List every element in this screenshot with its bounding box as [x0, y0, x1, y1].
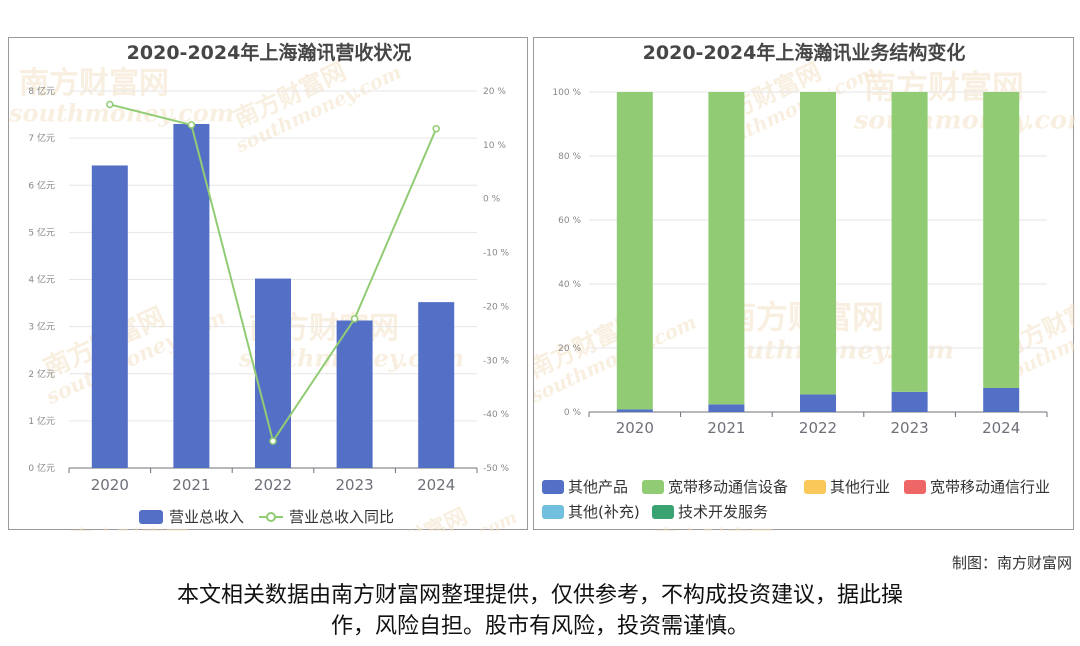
- disclaimer-line-2: 作，风险自担。股市有风险，投资需谨慎。: [330, 614, 749, 639]
- yoy-growth-point: [106, 100, 114, 109]
- y-axis-tick-label: 20 %: [558, 344, 581, 354]
- left-axis-tick-label: 4 亿元: [28, 274, 55, 286]
- y-axis-tick-label: 60 %: [558, 216, 581, 226]
- stacked-bar-segment: [800, 394, 836, 412]
- right-axis-tick-label: -10 %: [483, 249, 510, 259]
- stacked-bar-segment: [616, 409, 653, 412]
- legend-swatch: [542, 505, 564, 519]
- right-axis-tick-label: -20 %: [483, 302, 510, 312]
- x-axis-tick-label: 2020: [91, 476, 129, 494]
- y-axis-tick-label: 100 %: [552, 88, 581, 98]
- left-axis-tick-label: 0 亿元: [28, 462, 55, 474]
- watermark-logo: southmoney.com: [9, 99, 234, 128]
- revenue-bar: [255, 278, 291, 468]
- legend-label: 宽带移动通信设备: [668, 478, 788, 496]
- revenue-bar: [336, 320, 373, 468]
- x-axis-tick-label: 2020: [616, 419, 654, 437]
- legend-swatch: [804, 480, 826, 494]
- legend-label-yoy: 营业总收入同比: [289, 508, 394, 526]
- legend-label: 其他(补充): [568, 503, 640, 521]
- legend-swatch: [542, 480, 564, 494]
- disclaimer-line-1: 本文相关数据由南方财富网整理提供，仅供参考，不构成投资建议，据此操: [176, 583, 903, 608]
- business-structure-chart-panel: 南方财富网 southmoney.com 南方财富网 southmoney.com 南方…: [533, 37, 1075, 531]
- right-axis-tick-label: -30 %: [483, 356, 510, 366]
- chart-title: 2020-2024年上海瀚讯营收状况: [127, 41, 412, 64]
- x-axis-tick-label: 2023: [336, 476, 374, 494]
- left-axis-tick-label: 1 亿元: [28, 415, 55, 427]
- x-axis-tick-label: 2021: [707, 419, 745, 437]
- chart-credit: 制图：南方财富网: [951, 554, 1072, 572]
- stacked-bar-segment: [708, 404, 745, 412]
- disclaimer: 本文相关数据由南方财富网整理提供，仅供参考，不构成投资建议，据此操 作，风险自担…: [0, 580, 1080, 642]
- stacked-bar-segment: [983, 92, 1020, 388]
- legend-swatch: [642, 480, 664, 494]
- left-axis-tick-label: 5 亿元: [28, 226, 55, 238]
- watermark-logo: 南方财富网: [654, 525, 774, 531]
- legend-label: 其他产品: [568, 478, 628, 496]
- y-axis-tick-label: 40 %: [558, 280, 581, 290]
- business-structure-chart: 南方财富网southmoney.com南方财富网southmoney.com南方…: [534, 41, 1075, 531]
- legend-swatch: [652, 505, 674, 519]
- stacked-bar-segment: [616, 92, 653, 410]
- right-axis-tick-label: 0 %: [483, 195, 501, 205]
- x-axis-tick-label: 2022: [799, 419, 837, 437]
- x-axis-tick-label: 2023: [891, 419, 929, 437]
- y-axis-tick-label: 0 %: [564, 408, 582, 418]
- yoy-growth-point: [350, 315, 359, 323]
- chart-title: 2020-2024年上海瀚讯业务结构变化: [643, 41, 966, 64]
- stacked-bar-segment: [891, 391, 928, 412]
- x-axis-tick-label: 2024: [417, 476, 455, 494]
- x-axis-tick-label: 2024: [982, 419, 1020, 437]
- x-axis-tick-label: 2021: [172, 476, 210, 494]
- left-axis-tick-label: 2 亿元: [28, 368, 55, 380]
- revenue-bar: [91, 165, 128, 468]
- left-axis-tick-label: 3 亿元: [28, 321, 55, 333]
- revenue-chart-panel: 南方财富网southmoney.com南方财富网southmoney.com南方…: [8, 37, 528, 531]
- stacked-bar-segment: [708, 92, 745, 405]
- watermark-logo: 南方财富网: [69, 525, 189, 531]
- right-axis-tick-label: 10 %: [483, 141, 506, 151]
- stacked-bar-segment: [800, 92, 836, 395]
- revenue-bar: [418, 302, 455, 468]
- right-axis-tick-label: 20 %: [483, 87, 506, 97]
- legend-label-revenue: 营业总收入: [169, 508, 244, 526]
- legend-swatch: [904, 480, 926, 494]
- watermark-logo: southmoney.com: [853, 105, 1075, 135]
- legend-swatch-yoy-marker: [266, 512, 276, 522]
- left-axis-tick-label: 7 亿元: [28, 132, 55, 144]
- x-axis-tick-label: 2022: [254, 476, 292, 494]
- yoy-growth-point: [432, 124, 440, 133]
- left-axis-tick-label: 6 亿元: [28, 179, 55, 191]
- left-axis-tick-label: 8 亿元: [28, 85, 55, 97]
- right-axis-tick-label: -40 %: [483, 410, 510, 420]
- right-axis-tick-label: -50 %: [483, 464, 510, 474]
- legend-swatch-revenue: [139, 510, 163, 524]
- revenue-chart: 南方财富网southmoney.com南方财富网southmoney.com南方…: [9, 41, 521, 531]
- yoy-growth-point: [269, 437, 277, 445]
- y-axis-tick-label: 80 %: [558, 152, 581, 162]
- legend-label: 技术开发服务: [678, 503, 768, 521]
- legend-label: 宽带移动通信行业: [930, 478, 1050, 496]
- stacked-bar-segment: [891, 92, 928, 392]
- stacked-bar-segment: [983, 388, 1020, 412]
- legend-label: 其他行业: [830, 478, 890, 496]
- watermark-logo: 南方财富网: [19, 66, 169, 101]
- revenue-bar: [173, 123, 210, 469]
- yoy-growth-point: [187, 121, 196, 129]
